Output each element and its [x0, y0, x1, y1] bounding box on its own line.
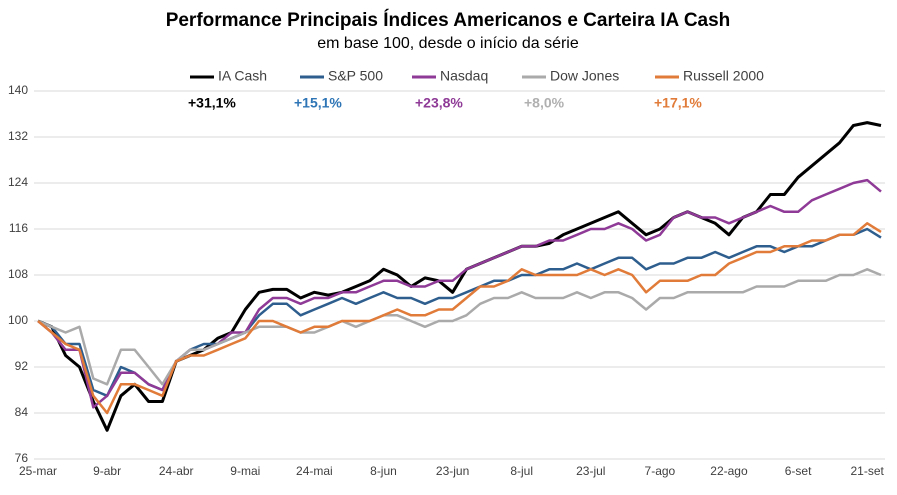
chart-subtitle: em base 100, desde o início da série — [317, 35, 579, 52]
y-tick-label: 92 — [15, 359, 29, 373]
x-tick-label: 21-set — [851, 464, 885, 478]
x-tick-label: 9-mai — [230, 464, 260, 478]
legend-label: IA Cash — [218, 68, 267, 84]
y-tick-label: 132 — [8, 129, 28, 143]
legend-label: Dow Jones — [550, 68, 619, 84]
y-tick-label: 108 — [8, 267, 28, 281]
y-tick-label: 124 — [8, 175, 28, 189]
change-label: +8,0% — [524, 95, 565, 111]
x-tick-label: 6-set — [785, 464, 812, 478]
x-tick-label: 7-ago — [645, 464, 676, 478]
chart-title: Performance Principais Índices Americano… — [166, 9, 731, 31]
series-line — [37, 222, 882, 415]
y-tick-label: 84 — [15, 405, 29, 419]
change-label: +23,8% — [415, 95, 463, 111]
y-tick-label: 140 — [8, 83, 28, 97]
change-label: +17,1% — [654, 95, 702, 111]
x-tick-label: 8-jul — [510, 464, 533, 478]
x-tick-label: 23-jul — [576, 464, 605, 478]
legend-label: Russell 2000 — [683, 68, 764, 84]
y-tick-label: 100 — [8, 313, 28, 327]
x-tick-label: 9-abr — [93, 464, 121, 478]
x-tick-label: 24-mai — [296, 464, 333, 478]
x-tick-label: 24-abr — [159, 464, 194, 478]
x-tick-label: 23-jun — [436, 464, 469, 478]
change-label: +31,1% — [188, 95, 236, 111]
legend-label: S&P 500 — [328, 68, 383, 84]
legend-label: Nasdaq — [440, 68, 488, 84]
x-tick-label: 8-jun — [370, 464, 397, 478]
y-tick-label: 116 — [9, 221, 28, 235]
x-tick-label: 22-ago — [710, 464, 748, 478]
x-tick-label: 25-mar — [19, 464, 57, 478]
change-label: +15,1% — [294, 95, 342, 111]
y-tick-label: 76 — [15, 451, 29, 465]
